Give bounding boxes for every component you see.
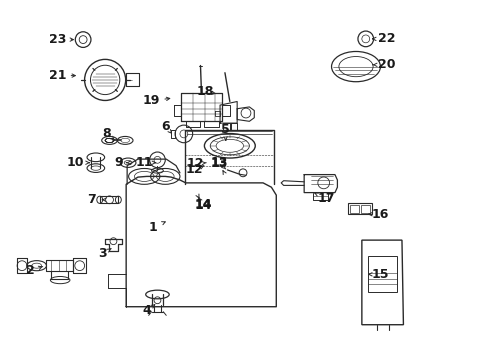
Text: 6: 6 xyxy=(161,120,169,132)
Text: 11: 11 xyxy=(135,156,153,169)
Text: 14: 14 xyxy=(194,199,211,212)
Bar xyxy=(347,203,371,214)
Text: 18: 18 xyxy=(196,85,214,98)
Text: 12: 12 xyxy=(186,157,204,170)
Text: 7: 7 xyxy=(87,193,96,206)
Text: 9: 9 xyxy=(114,156,122,169)
Text: 21: 21 xyxy=(49,69,66,82)
Bar xyxy=(360,205,369,213)
Text: 20: 20 xyxy=(377,58,394,71)
Text: 22: 22 xyxy=(377,32,394,45)
Text: 8: 8 xyxy=(102,127,111,140)
Bar xyxy=(367,256,396,292)
Text: 3: 3 xyxy=(98,247,107,260)
Bar xyxy=(349,205,358,213)
Text: 1: 1 xyxy=(148,221,157,234)
Text: 17: 17 xyxy=(317,192,335,205)
Text: 13: 13 xyxy=(210,157,227,170)
Text: 10: 10 xyxy=(67,156,84,169)
Text: 13: 13 xyxy=(210,156,227,169)
Text: 12: 12 xyxy=(185,163,203,176)
Text: 14: 14 xyxy=(194,198,211,211)
Text: 2: 2 xyxy=(26,264,35,277)
Polygon shape xyxy=(361,240,403,325)
Text: 19: 19 xyxy=(142,94,160,107)
Text: 15: 15 xyxy=(371,268,388,281)
Text: 23: 23 xyxy=(49,33,66,46)
Text: 4: 4 xyxy=(142,304,151,317)
Text: 16: 16 xyxy=(371,208,388,221)
Text: 5: 5 xyxy=(220,123,229,136)
